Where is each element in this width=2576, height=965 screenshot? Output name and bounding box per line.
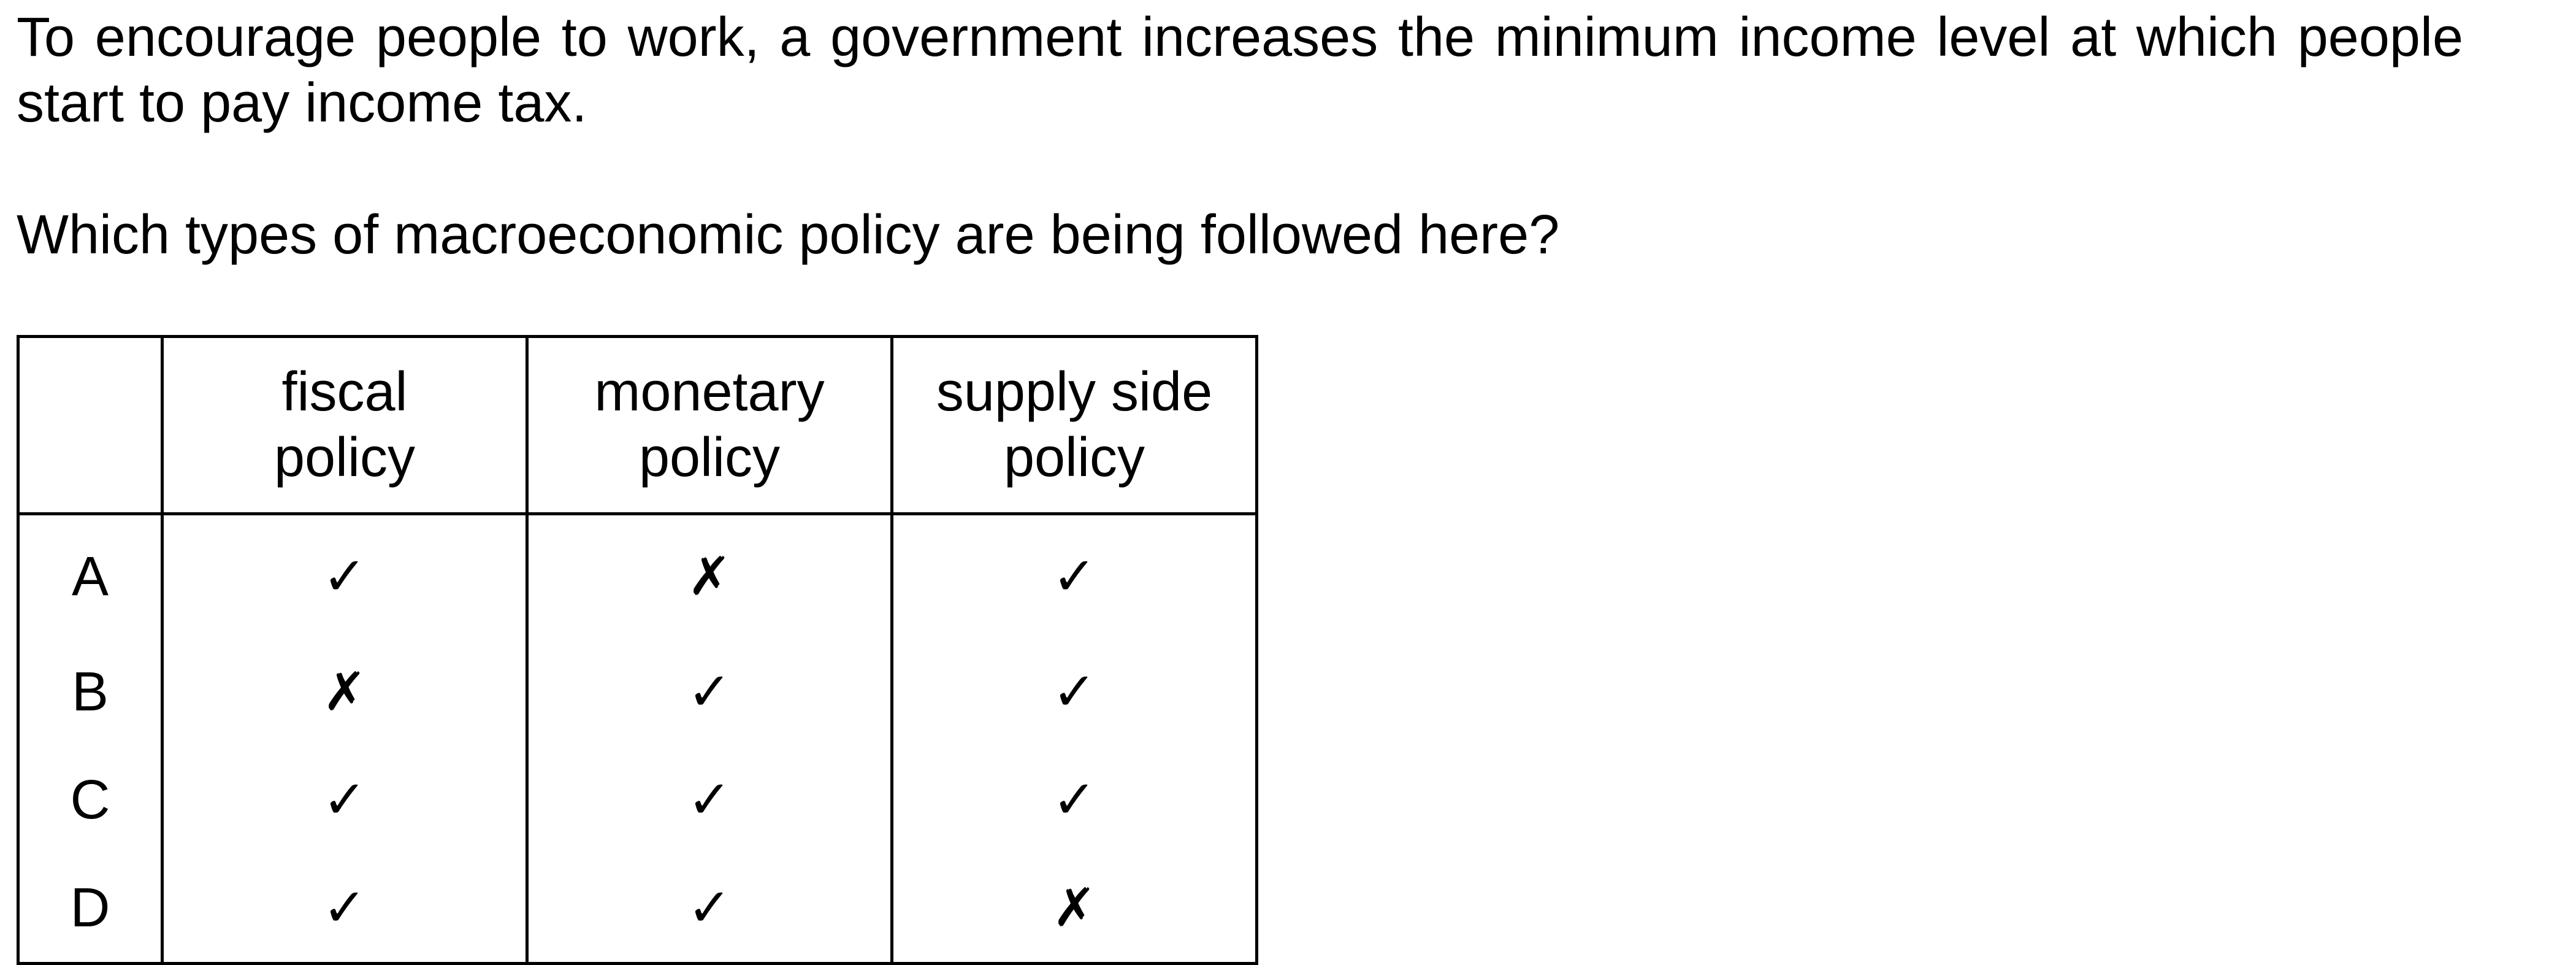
column-header-monetary-policy: monetary policy <box>526 336 892 515</box>
option-label: A <box>71 545 109 607</box>
option-label: B <box>71 661 109 723</box>
column-header-line: fiscal <box>281 361 408 423</box>
table-row-option-d: D ✓ ✓ ✗ <box>18 854 1257 964</box>
mark-icon: ✓ <box>161 513 527 638</box>
table-row-option-c: C ✓ ✓ ✓ <box>18 746 1257 854</box>
column-header-line: policy <box>638 427 781 488</box>
mark-icon: ✗ <box>161 638 527 746</box>
mark-icon: ✗ <box>890 854 1257 964</box>
mark-icon: ✓ <box>526 638 892 746</box>
mark-icon: ✓ <box>161 746 527 854</box>
mark-icon: ✗ <box>526 513 892 638</box>
question-prompt: Which types of macroeconomic policy are … <box>17 204 1560 266</box>
column-header-fiscal-policy: fiscal policy <box>161 336 527 515</box>
question-stem: To encourage people to work, a governmen… <box>17 7 2463 134</box>
answer-options-table: fiscal policy monetary policy supply sid… <box>17 335 1258 965</box>
column-header-line: supply side <box>936 361 1213 423</box>
column-header-line: monetary <box>594 361 825 423</box>
mark-icon: ✓ <box>890 746 1257 854</box>
mark-icon: ✓ <box>890 513 1257 638</box>
column-header-line: policy <box>273 427 416 488</box>
mark-icon: ✓ <box>526 746 892 854</box>
mark-icon: ✓ <box>890 638 1257 746</box>
column-header-line: policy <box>1003 427 1145 488</box>
mark-icon: ✓ <box>161 854 527 964</box>
option-label: C <box>70 769 110 831</box>
mark-icon: ✓ <box>526 854 892 964</box>
table-row-option-a: A ✓ ✗ ✓ <box>18 513 1257 638</box>
column-header-supply-side-policy: supply side policy <box>890 336 1257 515</box>
table-corner-cell <box>18 336 162 515</box>
table-header-row: fiscal policy monetary policy supply sid… <box>18 336 1257 515</box>
option-label: D <box>70 877 110 939</box>
table-row-option-b: B ✗ ✓ ✓ <box>18 638 1257 746</box>
